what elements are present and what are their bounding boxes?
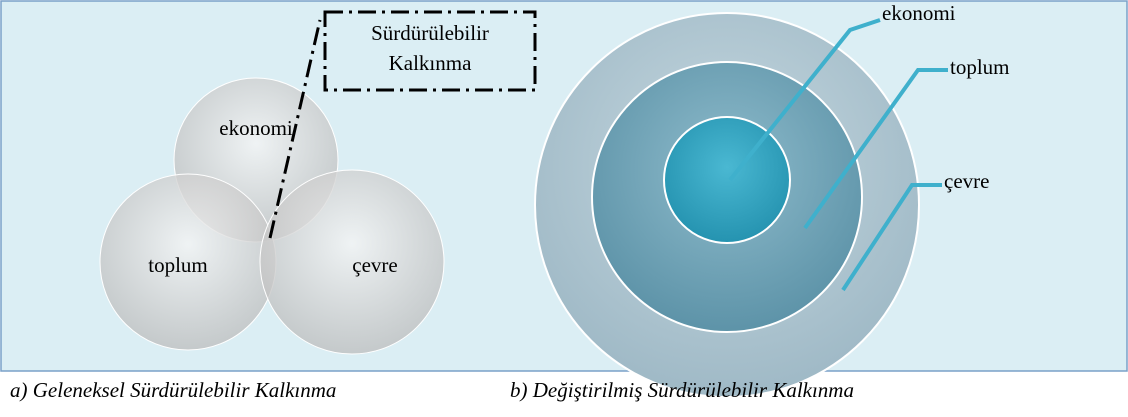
caption: b) Değiştirilmiş Sürdürülebilir Kalkınma bbox=[510, 378, 854, 402]
node-label: ekonomi bbox=[219, 116, 293, 140]
leader-line bbox=[803, 68, 948, 230]
node-label: çevre bbox=[352, 253, 397, 277]
caption: a) Geleneksel Sürdürülebilir Kalkınma bbox=[10, 378, 336, 402]
callout-line bbox=[268, 19, 322, 239]
ring-label: toplum bbox=[950, 55, 1010, 79]
callout-text: Sürdürülebilir Kalkınma bbox=[371, 21, 489, 75]
leader-line bbox=[728, 18, 881, 182]
ring-label: ekonomi bbox=[882, 1, 956, 25]
node-label: toplum bbox=[148, 253, 208, 277]
leader-line bbox=[841, 183, 942, 292]
ring-label: çevre bbox=[944, 169, 989, 193]
inner-circle bbox=[663, 116, 791, 244]
callout: Sürdürülebilir Kalkınma bbox=[371, 21, 489, 75]
venn-circle bbox=[259, 169, 445, 355]
callout-box bbox=[323, 10, 537, 92]
